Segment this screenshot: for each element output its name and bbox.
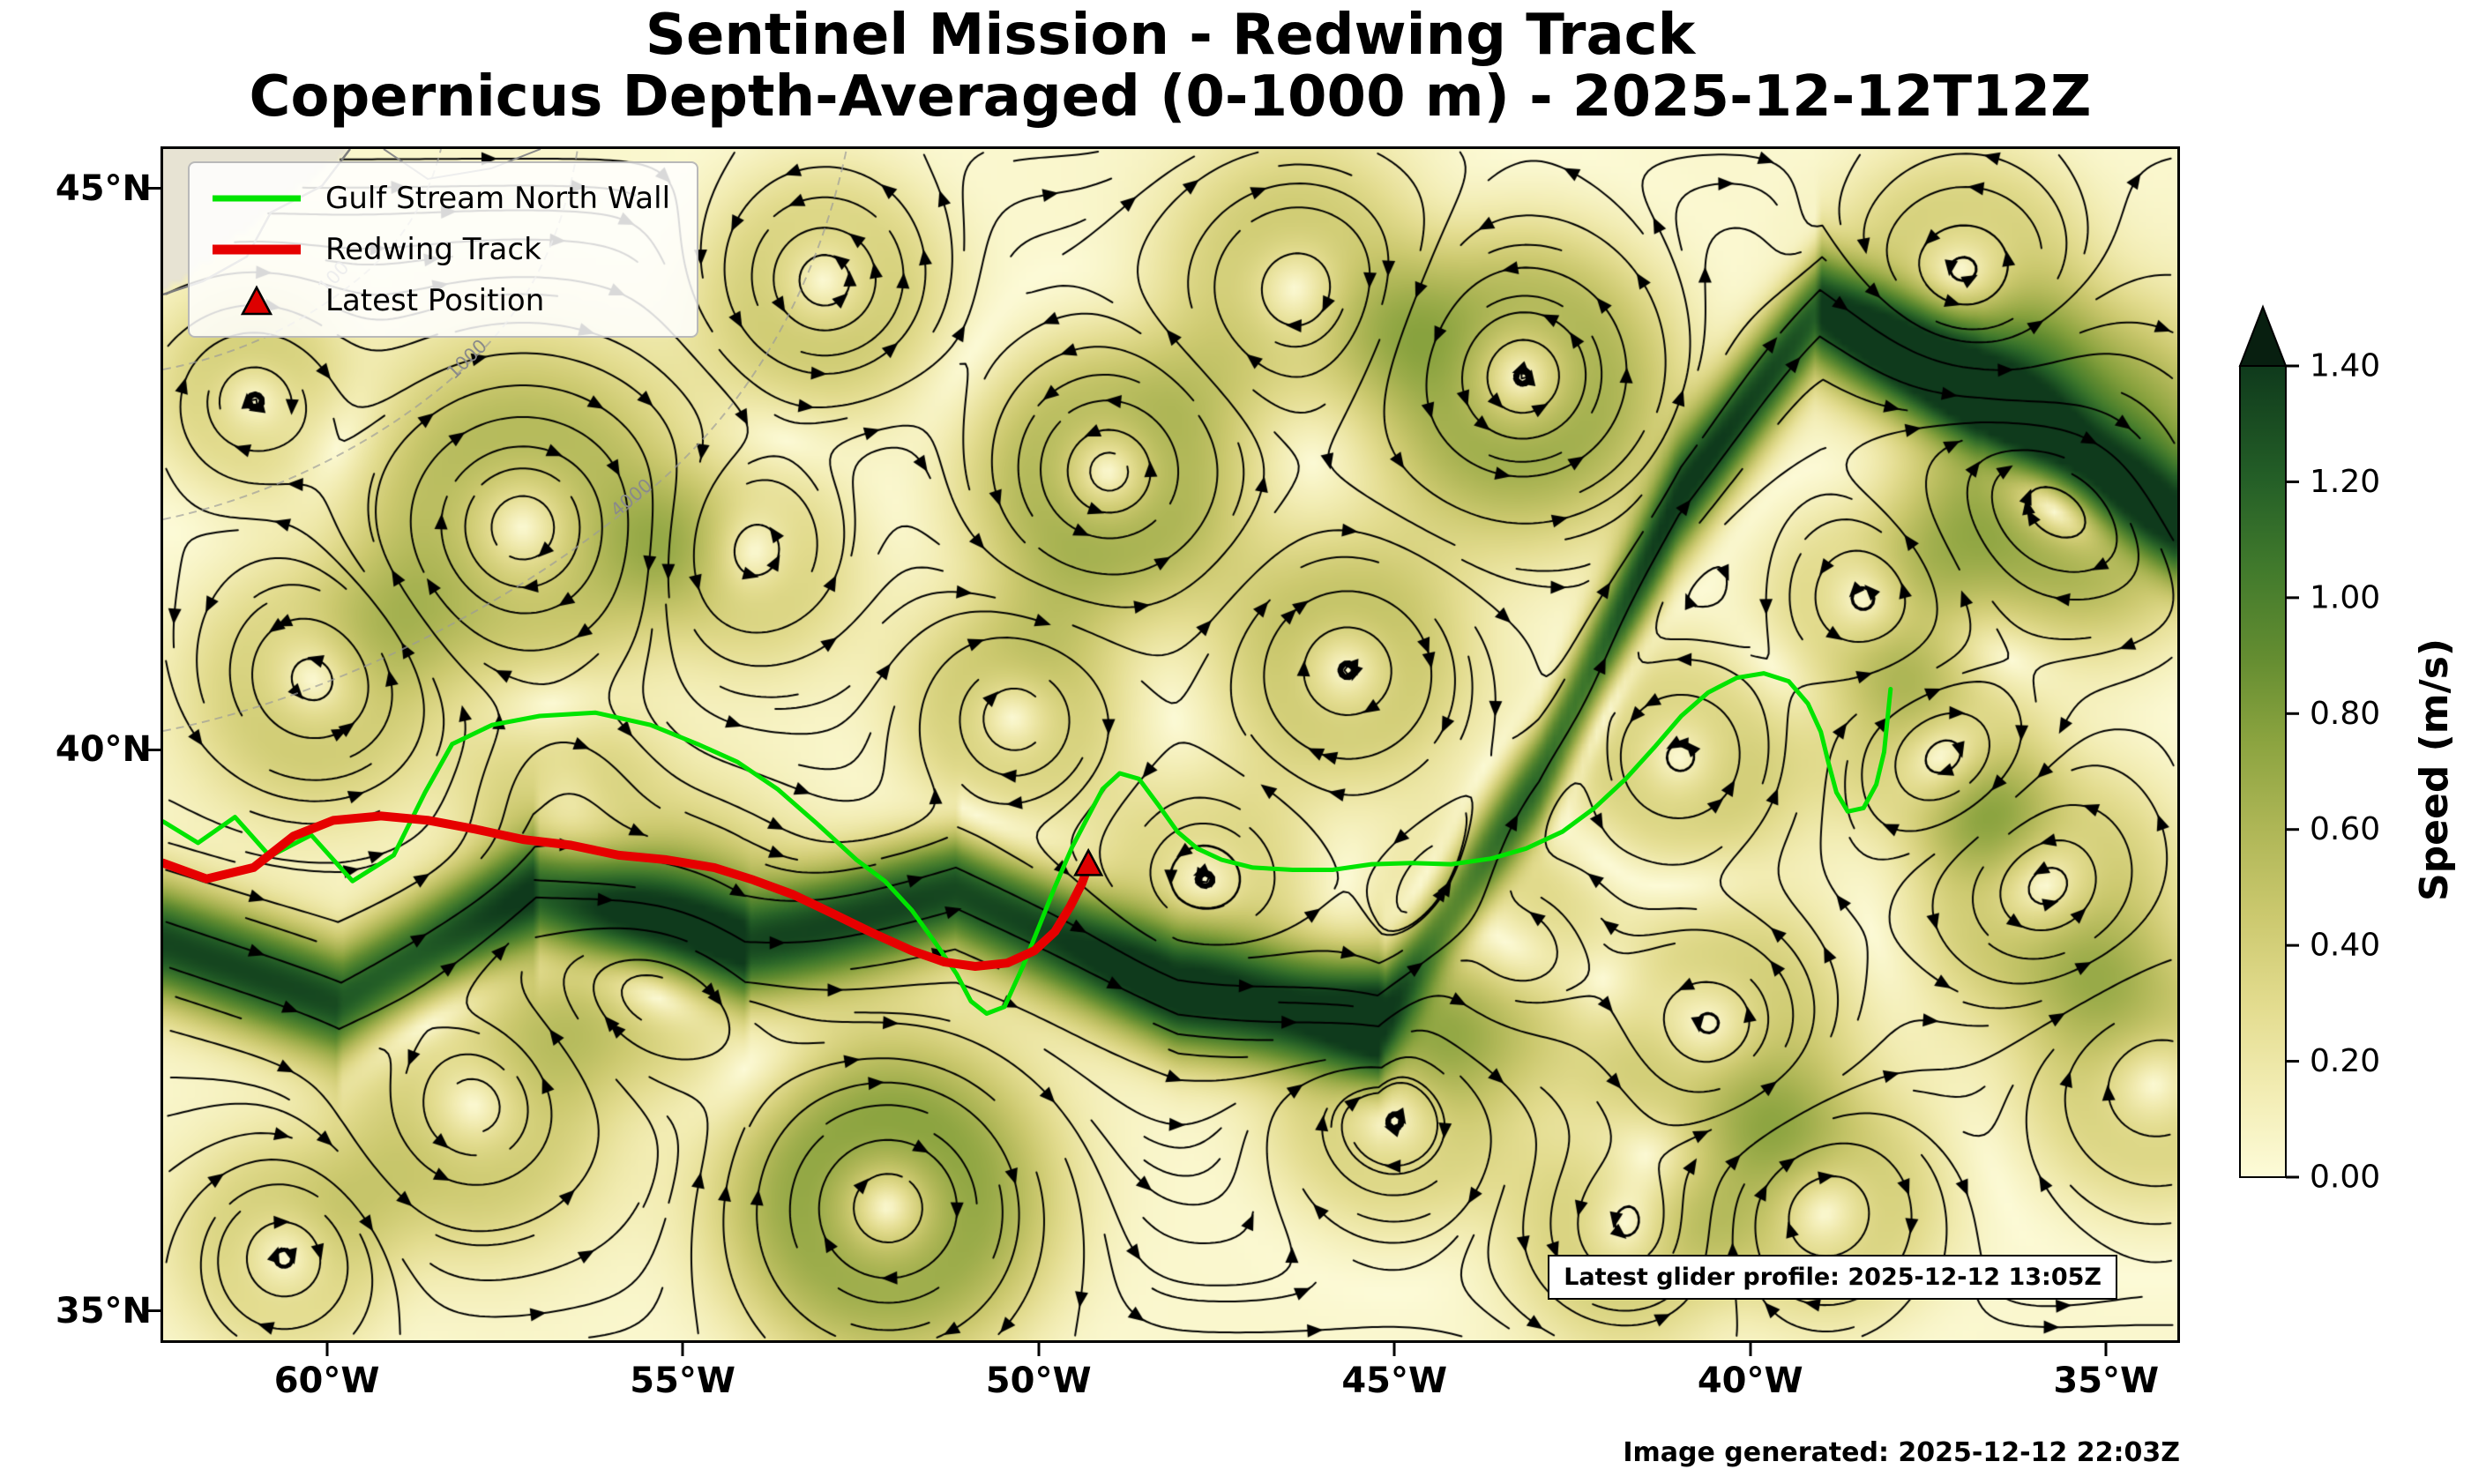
- y-axis-tick-mark: [147, 187, 161, 190]
- legend-item-latest-position: Latest Position: [209, 281, 670, 320]
- bathymetry-contour-4000: [163, 149, 847, 732]
- bathymetry-label-4000: 4000: [607, 474, 656, 521]
- x-axis-tick-mark: [2104, 1343, 2108, 1356]
- legend-label-gulf-stream: Gulf Stream North Wall: [325, 181, 671, 216]
- redwing-track-line-icon: [213, 244, 301, 255]
- colorbar-tick-label: 0.40: [2310, 928, 2380, 964]
- colorbar-svg: 0.00 0.20 0.40 0.60 0.80 1.00 1.20 1.40: [2238, 304, 2380, 1196]
- figure-title-line1: Sentinel Mission - Redwing Track: [645, 3, 1696, 68]
- colorbar-tick-label: 0.80: [2310, 696, 2380, 732]
- x-axis-tick-label: 55°W: [630, 1361, 736, 1401]
- figure-title-line2: Copernicus Depth-Averaged (0-1000 m) - 2…: [249, 64, 2092, 130]
- speed-field-and-streamlines-canvas: [163, 149, 2177, 1340]
- y-axis-tick-mark: [147, 748, 161, 751]
- y-axis-tick-label: 40°N: [55, 729, 152, 771]
- x-axis-tick-mark: [1037, 1343, 1041, 1356]
- latest-position-marker: [1073, 847, 1104, 876]
- glider-profile-annotation: Latest glider profile: 2025-12-12 13:05Z: [1548, 1255, 2117, 1300]
- x-axis-tick-mark: [1392, 1343, 1396, 1356]
- map-plot-area: 100 1000 4000 Gulf Stream North Wall Red…: [161, 146, 2180, 1343]
- latest-position-triangle-icon: [240, 285, 273, 316]
- colorbar-tick-label: 0.00: [2310, 1160, 2380, 1196]
- colorbar-extend-arrow: [2238, 304, 2288, 367]
- redwing-track-line: [163, 811, 1094, 971]
- legend-item-gulf-stream: Gulf Stream North Wall: [209, 179, 670, 218]
- colorbar-tick-label: 0.60: [2310, 811, 2380, 847]
- x-axis-tick-label: 40°W: [1697, 1361, 1803, 1401]
- legend: Gulf Stream North Wall Redwing Track Lat…: [188, 161, 699, 338]
- y-axis-tick-mark: [147, 1309, 161, 1313]
- legend-label-redwing-track: Redwing Track: [325, 232, 541, 267]
- generated-timestamp: Image generated: 2025-12-12 22:03Z: [1623, 1437, 2180, 1468]
- y-axis-tick-label: 35°N: [55, 1290, 152, 1331]
- x-axis-tick-mark: [681, 1343, 684, 1356]
- colorbar-tick-label: 1.00: [2310, 579, 2380, 615]
- colorbar: 0.00 0.20 0.40 0.60 0.80 1.00 1.20 1.40: [2222, 300, 2486, 1199]
- x-axis-tick-label: 35°W: [2053, 1361, 2160, 1401]
- colorbar-tick-label: 1.20: [2310, 464, 2380, 500]
- colorbar-gradient: [2239, 365, 2287, 1178]
- x-axis-tick-label: 60°W: [273, 1361, 380, 1401]
- legend-item-redwing-track: Redwing Track: [209, 230, 670, 269]
- y-axis-tick-label: 45°N: [55, 168, 152, 209]
- x-axis-tick-mark: [325, 1343, 329, 1356]
- x-axis-tick-label: 45°W: [1341, 1361, 1448, 1401]
- x-axis-tick-mark: [1749, 1343, 1752, 1356]
- colorbar-tick-label: 1.40: [2310, 348, 2380, 384]
- colorbar-label: Speed (m/s): [2412, 638, 2457, 902]
- legend-label-latest-position: Latest Position: [325, 283, 545, 318]
- gulf-stream-north-wall-line: [163, 671, 1893, 1016]
- bathymetry-label-1000: 1000: [443, 335, 491, 383]
- colorbar-tick-label: 0.20: [2310, 1043, 2380, 1079]
- gulf-stream-line-icon: [213, 195, 301, 202]
- x-axis-tick-label: 50°W: [985, 1361, 1092, 1401]
